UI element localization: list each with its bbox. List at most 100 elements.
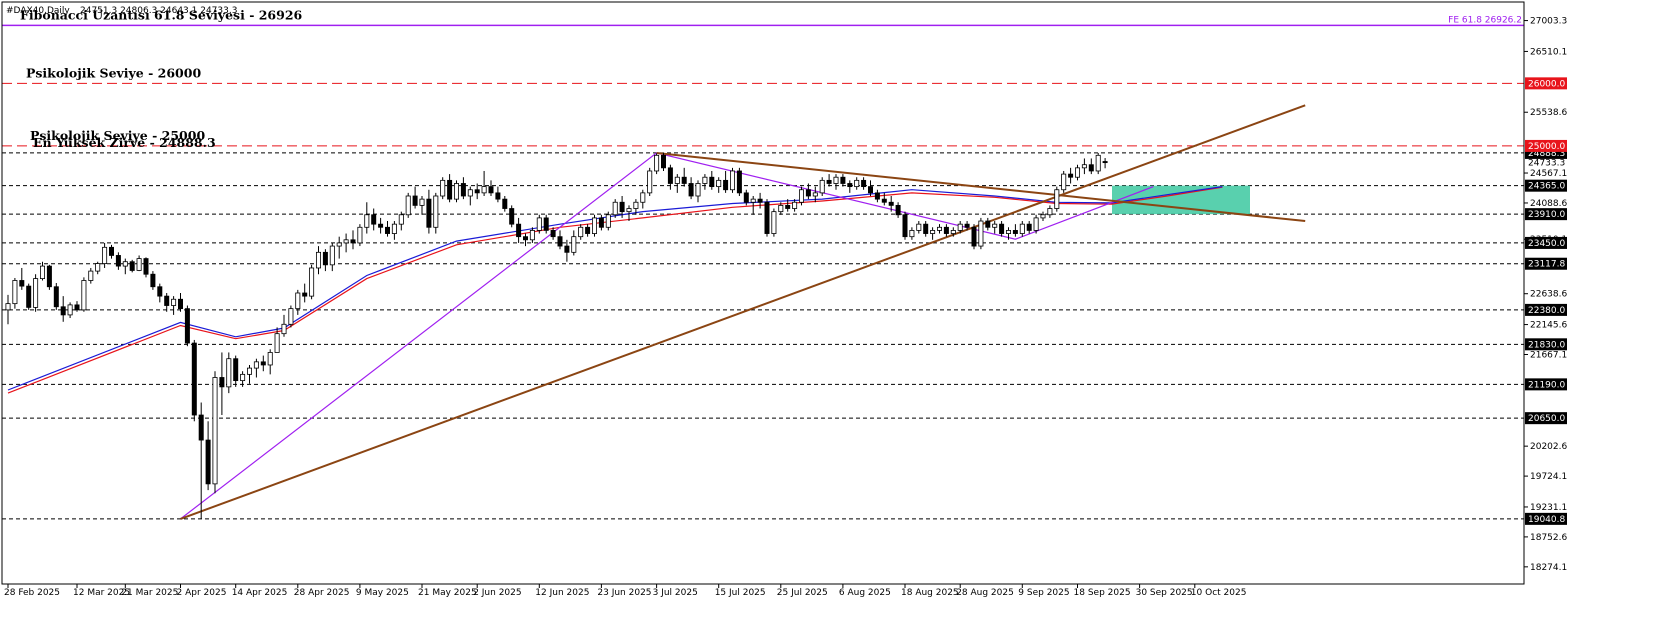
candle-down bbox=[412, 195, 418, 206]
y-tick-label: 22145.6 bbox=[1530, 321, 1567, 331]
candle-down bbox=[888, 201, 894, 206]
candle-up bbox=[364, 214, 370, 228]
candle-down bbox=[198, 414, 204, 441]
x-tick-label: 28 Aug 2025 bbox=[956, 588, 1014, 598]
candle-up bbox=[1033, 217, 1039, 231]
candle-up bbox=[605, 214, 611, 228]
y-tick-label: 21667.1 bbox=[1530, 351, 1567, 361]
candle-up bbox=[730, 170, 736, 191]
y-tick-label: 20202.6 bbox=[1530, 442, 1567, 452]
candle-up bbox=[281, 323, 287, 335]
candle-down bbox=[619, 201, 625, 213]
x-tick-label: 12 Mar 2025 bbox=[73, 588, 130, 598]
level-price-label-text: 21190.0 bbox=[1528, 380, 1565, 390]
candle-up bbox=[40, 265, 46, 280]
candle-down bbox=[868, 186, 874, 194]
x-tick-label: 9 Sep 2025 bbox=[1018, 588, 1069, 598]
candle-up bbox=[343, 239, 349, 244]
trendline bbox=[656, 151, 1306, 223]
candle-up bbox=[102, 246, 108, 264]
candle-up bbox=[716, 179, 722, 188]
candle-up bbox=[1006, 230, 1012, 234]
candle-up bbox=[799, 189, 805, 203]
level-price-label-box bbox=[1525, 512, 1567, 525]
level-price-label-text: 20650.0 bbox=[1528, 414, 1565, 424]
candle-down bbox=[115, 255, 121, 267]
candle-up bbox=[674, 176, 680, 184]
x-tick-label: 28 Feb 2025 bbox=[4, 588, 60, 598]
candle-down bbox=[757, 198, 763, 203]
candle-up bbox=[702, 176, 708, 184]
candles-layer bbox=[5, 152, 1108, 519]
candle-down bbox=[805, 189, 811, 197]
candle-up bbox=[916, 223, 922, 231]
candle-down bbox=[736, 170, 742, 194]
level-price-label-text: 23910.0 bbox=[1528, 210, 1565, 220]
candle-down bbox=[509, 208, 515, 225]
x-tick-label: 21 May 2025 bbox=[418, 588, 477, 598]
candle-up bbox=[1075, 167, 1081, 178]
level-price-label-box bbox=[1525, 236, 1567, 249]
candle-down bbox=[523, 236, 529, 241]
candle-up bbox=[909, 230, 915, 238]
candle-down bbox=[260, 361, 266, 366]
candle-up bbox=[654, 154, 660, 172]
candle-up bbox=[440, 179, 446, 197]
candle-up bbox=[433, 195, 439, 228]
candle-down bbox=[902, 214, 908, 238]
level-price-label-box bbox=[1525, 378, 1567, 391]
candle-up bbox=[571, 236, 577, 253]
header-symbol: #DAX40,Daily bbox=[6, 6, 70, 16]
ma-red-line bbox=[7, 186, 1223, 394]
candle-down bbox=[861, 179, 867, 188]
x-tick-label: 2 Jun 2025 bbox=[473, 588, 521, 598]
candle-down bbox=[488, 186, 494, 194]
candle-down bbox=[19, 280, 25, 287]
candle-up bbox=[578, 226, 584, 238]
x-tick-label: 10 Oct 2025 bbox=[1191, 588, 1247, 598]
candle-down bbox=[157, 286, 163, 297]
candle-up bbox=[1061, 173, 1067, 191]
level-price-label-box bbox=[1525, 208, 1567, 221]
candle-up bbox=[274, 333, 280, 353]
candle-up bbox=[315, 251, 321, 269]
candle-down bbox=[1088, 164, 1094, 172]
x-tick-label: 23 Jun 2025 bbox=[597, 588, 651, 598]
candle-up bbox=[633, 201, 639, 209]
candle-down bbox=[999, 223, 1005, 234]
level-price-label-text: 23450.0 bbox=[1528, 239, 1565, 249]
candle-down bbox=[129, 261, 135, 271]
level-price-label-box bbox=[1525, 257, 1567, 270]
psych-price-label-box bbox=[1525, 77, 1567, 90]
candle-up bbox=[812, 192, 818, 197]
x-tick-label: 21 Mar 2025 bbox=[121, 588, 178, 598]
candle-up bbox=[957, 223, 963, 231]
candle-up bbox=[267, 352, 273, 366]
x-tick-label: 28 Apr 2025 bbox=[294, 588, 350, 598]
candle-down bbox=[460, 183, 466, 197]
candle-up bbox=[391, 223, 397, 234]
y-tick-label: 27003.3 bbox=[1530, 17, 1567, 27]
chart-annotation: En Yüksek Zirve - 24888.3 bbox=[33, 135, 216, 150]
candle-up bbox=[122, 261, 128, 267]
candle-down bbox=[184, 308, 190, 344]
candle-up bbox=[536, 217, 542, 231]
candle-down bbox=[840, 176, 846, 184]
y-tick-label: 18274.1 bbox=[1530, 563, 1567, 573]
candle-down bbox=[26, 285, 32, 308]
candle-up bbox=[467, 189, 473, 197]
candle-up bbox=[647, 170, 653, 194]
candle-down bbox=[667, 167, 673, 184]
y-tick-label: 24567.1 bbox=[1530, 169, 1567, 179]
candle-up bbox=[95, 263, 101, 272]
level-price-label-text: 22380.0 bbox=[1528, 306, 1565, 316]
candle-down bbox=[847, 183, 853, 188]
candle-down bbox=[191, 342, 197, 416]
candle-up bbox=[398, 214, 404, 225]
candle-up bbox=[695, 183, 701, 197]
level-price-label-box bbox=[1525, 179, 1567, 192]
candle-up bbox=[33, 278, 39, 308]
candle-up bbox=[978, 220, 984, 247]
